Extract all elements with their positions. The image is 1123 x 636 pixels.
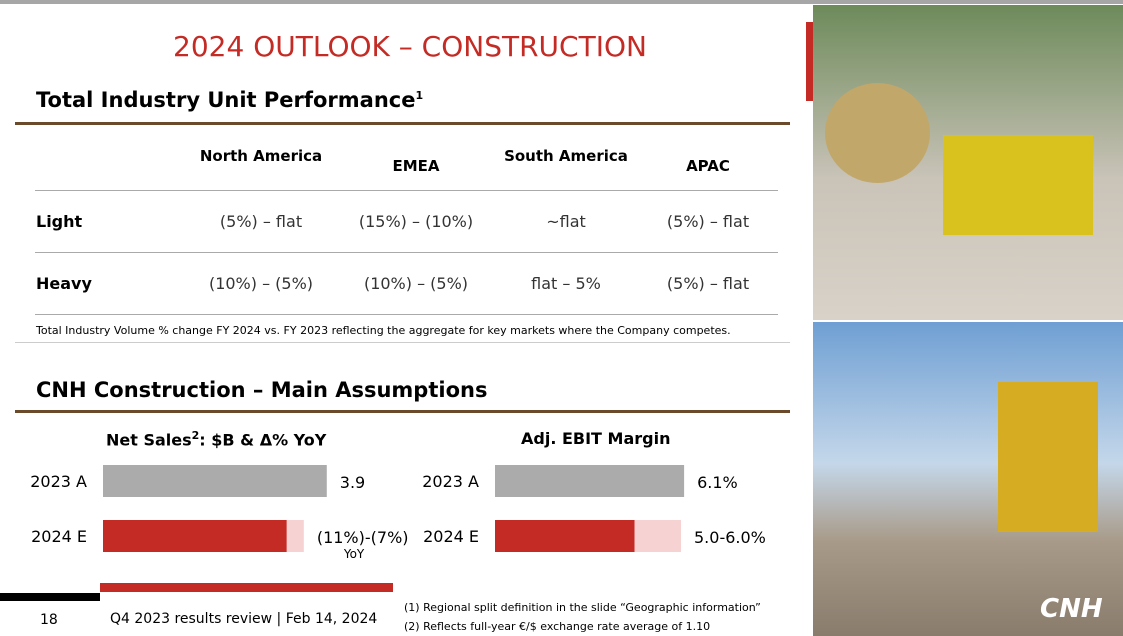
cell: (10%) – (5%) bbox=[208, 274, 314, 293]
column-header: North America bbox=[199, 147, 323, 165]
row-label: Light bbox=[36, 212, 83, 231]
section-title: CNH Construction – Main Assumptions bbox=[36, 378, 488, 402]
value-label: 5.0-6.0% bbox=[694, 528, 766, 547]
value-label: 6.1% bbox=[697, 473, 738, 492]
cell: (5%) – flat bbox=[666, 212, 750, 231]
cell: (10%) – (5%) bbox=[363, 274, 469, 293]
footnote: (1) Regional split definition in the sli… bbox=[404, 601, 761, 614]
photo-excavator bbox=[813, 322, 1123, 636]
rule bbox=[15, 342, 790, 343]
rule bbox=[35, 252, 778, 253]
bar bbox=[103, 520, 287, 552]
bar bbox=[103, 465, 327, 497]
footnote-ref: 1 bbox=[415, 89, 424, 102]
rule bbox=[15, 122, 790, 125]
chart-title-text: : $B & Δ% YoY bbox=[199, 430, 327, 450]
note: Total Industry Volume % change FY 2024 v… bbox=[36, 324, 731, 337]
category-label: 2024 E bbox=[423, 527, 479, 546]
section-title-text: Total Industry Unit Performance bbox=[36, 88, 416, 112]
chart-title-text: Net Sales bbox=[106, 430, 192, 450]
accent-bar bbox=[806, 22, 813, 101]
category-label: 2023 A bbox=[422, 472, 479, 491]
column-header: EMEA bbox=[392, 157, 440, 175]
hay-bale bbox=[825, 83, 930, 183]
footnote: (2) Reflects full-year €/$ exchange rate… bbox=[404, 620, 711, 633]
footer-bar bbox=[0, 593, 100, 601]
chart-title: Adj. EBIT Margin bbox=[521, 429, 671, 448]
category-label: 2023 A bbox=[30, 472, 87, 491]
loader bbox=[943, 135, 1093, 235]
column-header: South America bbox=[504, 147, 628, 165]
rule bbox=[35, 190, 778, 191]
cell: (5%) – flat bbox=[219, 212, 303, 231]
logo: CNH bbox=[1040, 594, 1103, 624]
footnote-ref: 2 bbox=[191, 429, 200, 442]
section-title: Total Industry Unit Performance1 bbox=[36, 88, 423, 112]
cell: flat – 5% bbox=[531, 274, 601, 293]
top-bar bbox=[0, 0, 1123, 4]
cell: (5%) – flat bbox=[666, 274, 750, 293]
bar bbox=[495, 520, 635, 552]
footer-text: Q4 2023 results review | Feb 14, 2024 bbox=[110, 611, 378, 627]
charts: 2023 A 3.9 2024 E (11%)-(7%)YoY 2023 A 6.1% 20… bbox=[30, 465, 766, 561]
footer-bar bbox=[100, 583, 393, 592]
cell: (15%) – (10%) bbox=[358, 212, 474, 231]
rule bbox=[35, 314, 778, 315]
photo-loader bbox=[813, 5, 1123, 320]
value-label: (11%)-(7%) bbox=[317, 528, 409, 547]
category-label: 2024 E bbox=[31, 527, 87, 546]
column-header: APAC bbox=[686, 157, 730, 175]
chart-title: Net Sales2: $B & Δ% YoY bbox=[106, 429, 326, 449]
bar bbox=[495, 465, 685, 497]
value-sublabel: YoY bbox=[343, 547, 365, 561]
title: 2024 OUTLOOK – CONSTRUCTION bbox=[173, 30, 647, 63]
page-number: 18 bbox=[40, 612, 58, 628]
rule bbox=[15, 410, 790, 413]
value-label: 3.9 bbox=[340, 473, 365, 492]
excavator bbox=[998, 382, 1098, 532]
cell: ~flat bbox=[546, 212, 586, 231]
row-label: Heavy bbox=[36, 274, 92, 293]
